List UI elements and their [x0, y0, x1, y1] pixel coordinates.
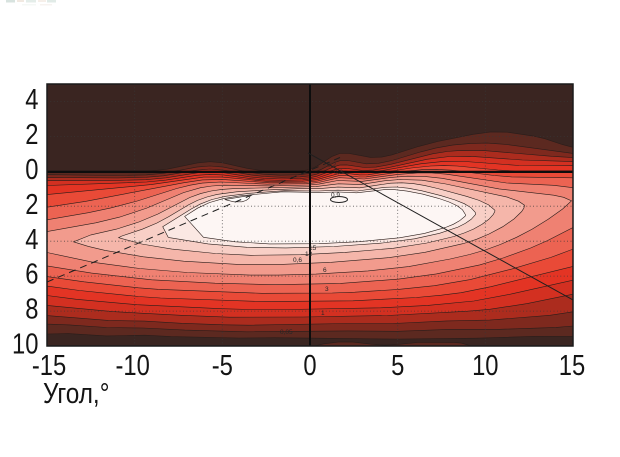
svg-text:6: 6: [25, 257, 38, 290]
svg-text:6: 6: [323, 267, 327, 274]
svg-text:4: 4: [25, 83, 38, 116]
svg-text:1: 1: [321, 310, 325, 317]
svg-text:4: 4: [25, 223, 38, 256]
svg-text:0,3: 0,3: [334, 169, 343, 176]
svg-text:10: 10: [12, 327, 38, 360]
svg-text:0: 0: [25, 153, 38, 186]
svg-text:2: 2: [25, 188, 38, 221]
svg-text:-15: -15: [32, 349, 66, 382]
svg-text:0,2: 0,2: [327, 162, 336, 169]
svg-text:15: 15: [559, 349, 585, 382]
svg-text:Угол,°: Угол,°: [43, 377, 109, 409]
svg-text:5: 5: [391, 349, 404, 382]
svg-text:0: 0: [303, 349, 316, 382]
svg-text:12: 12: [305, 251, 313, 258]
svg-text:2: 2: [25, 118, 38, 151]
svg-text:15: 15: [309, 245, 317, 252]
svg-text:0,6: 0,6: [293, 257, 302, 264]
svg-text:0,9: 0,9: [331, 192, 340, 199]
svg-text:3: 3: [325, 286, 329, 293]
svg-text:8: 8: [25, 292, 38, 325]
svg-text:10: 10: [472, 349, 498, 382]
svg-text:-5: -5: [212, 349, 233, 382]
svg-text:0,05: 0,05: [280, 329, 293, 336]
svg-text:-10: -10: [116, 349, 150, 382]
